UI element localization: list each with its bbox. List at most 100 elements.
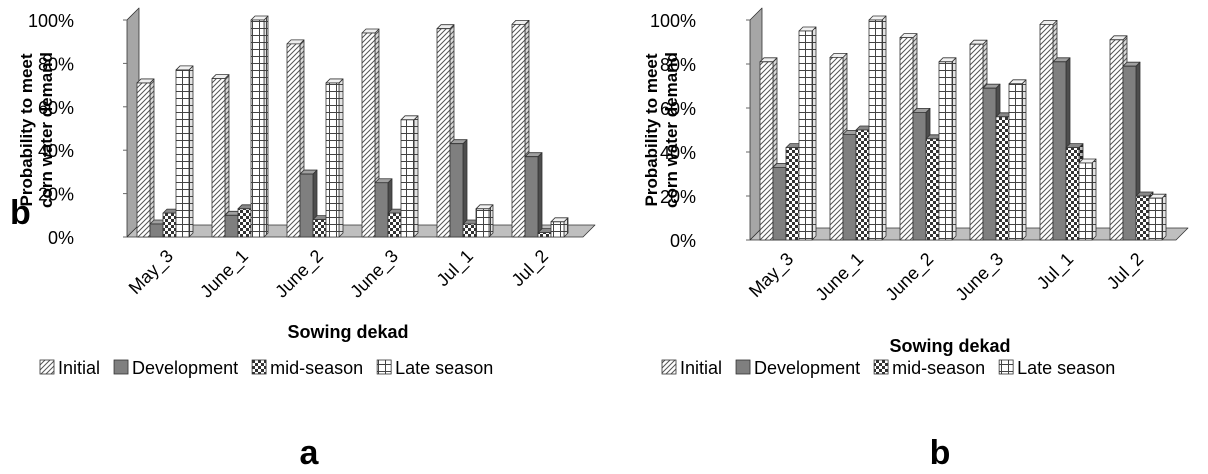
bar-side	[488, 204, 494, 238]
bar-late-season-jul_1	[1078, 158, 1097, 241]
y-tick-label: 100%	[28, 11, 74, 31]
bar-front	[537, 232, 552, 238]
bar-front	[237, 208, 252, 238]
bar-front	[1078, 162, 1093, 241]
bar-side	[413, 115, 419, 238]
x-tick-label: May_3	[125, 246, 178, 299]
y-tick-label: 40%	[660, 143, 696, 163]
legend-label: Late season	[1017, 358, 1115, 378]
bar-side	[951, 57, 957, 241]
y-tick-label: 80%	[660, 55, 696, 75]
bar-front	[400, 119, 415, 238]
legend-label: mid-season	[892, 358, 985, 378]
bar-development-june_2	[299, 169, 318, 238]
bar-front	[899, 37, 914, 241]
legend-swatch-solid	[113, 359, 129, 375]
x-tick-label: June_1	[196, 246, 253, 303]
bar-development-jul_2	[524, 152, 543, 238]
bar-front	[449, 143, 464, 238]
y-tick-label: 60%	[660, 99, 696, 119]
bar-front	[286, 43, 301, 238]
bar-front	[162, 212, 177, 238]
legend-swatch-diag	[39, 359, 55, 375]
bar-side	[1161, 193, 1167, 241]
y-tick-label: 20%	[38, 185, 74, 205]
x-axis-title: Sowing dekad	[889, 336, 1010, 356]
bar-front	[785, 147, 800, 241]
bar-front	[798, 30, 813, 241]
bar-front	[325, 82, 340, 238]
bar-front	[759, 61, 774, 241]
panel-label: b	[930, 434, 951, 469]
y-axis-title-line: corn water demand	[662, 52, 681, 208]
bar-front	[250, 19, 265, 238]
bar-front	[1008, 83, 1023, 241]
bar-front	[224, 214, 239, 238]
x-tick-label: Jul_2	[508, 246, 553, 291]
legend-label: Development	[132, 358, 238, 378]
bar-front	[1135, 195, 1150, 241]
legend-label: mid-season	[270, 358, 363, 378]
bar-front	[475, 208, 490, 238]
legend-label: Initial	[58, 358, 100, 378]
bar-front	[1039, 23, 1054, 241]
y-axis-title-line: corn water demand	[37, 52, 56, 208]
bar-front	[387, 212, 402, 238]
legend-swatch-solid	[735, 359, 751, 375]
bar-late-season-june_1	[250, 15, 269, 238]
legend-label: Development	[754, 358, 860, 378]
legend: Initial Development mid-season Late season	[39, 358, 493, 378]
y-tick-label: 0%	[48, 228, 74, 248]
legend-swatch-grid	[376, 359, 392, 375]
legend-swatch-checker	[251, 359, 267, 375]
y-axis-title: Probability to meet corn water demand	[642, 52, 681, 208]
bar-front	[511, 23, 526, 238]
x-tick-label: Jul_1	[1033, 249, 1078, 294]
overlay-letter: b	[10, 194, 31, 232]
bar-front	[938, 61, 953, 241]
bar-side	[537, 152, 543, 238]
bar-front	[912, 112, 927, 241]
y-tick-label: 60%	[38, 98, 74, 118]
bar-front	[1148, 197, 1163, 241]
bar-front	[374, 182, 389, 238]
legend-label: Late season	[395, 358, 493, 378]
bar-front	[299, 173, 314, 238]
x-tick-label: June_2	[881, 249, 938, 306]
bar-front	[969, 43, 984, 241]
bar-side	[1021, 79, 1027, 241]
bar-development-jul_1	[449, 139, 468, 238]
bar-front	[149, 223, 164, 238]
y-tick-label: 80%	[38, 54, 74, 74]
bar-front	[524, 156, 539, 238]
panel-label: a	[300, 434, 320, 469]
bar-front	[361, 32, 376, 238]
y-tick-label: 100%	[650, 11, 696, 31]
bar-side	[811, 26, 817, 241]
bar-front	[1052, 61, 1067, 241]
x-tick-label: June_2	[271, 246, 328, 303]
bar-late-season-jul_2	[1148, 193, 1167, 241]
bar-front	[842, 133, 857, 241]
legend: Initial Development mid-season Late season	[661, 358, 1115, 378]
bar-front	[175, 69, 190, 238]
bar-side	[1091, 158, 1097, 241]
bar-front	[995, 116, 1010, 241]
bar-front	[136, 82, 151, 238]
legend-swatch-diag	[661, 359, 677, 375]
chart-panel-a: 0% 20% 40% 60% 80% 100% May_3 June_1 June_2 June_…	[10, 7, 596, 472]
x-tick-label: Jul_2	[1103, 249, 1148, 294]
bar-late-season-june_2	[325, 78, 344, 238]
legend-label: Initial	[680, 358, 722, 378]
legend-swatch-checker	[873, 359, 889, 375]
bar-front	[312, 219, 327, 238]
bar-side	[188, 65, 194, 238]
bar-front	[1065, 147, 1080, 241]
bar-side	[881, 15, 887, 241]
bar-front	[550, 221, 565, 238]
x-tick-label: Jul_1	[433, 246, 478, 291]
bar-front	[855, 129, 870, 241]
bar-initial-june_1	[211, 74, 230, 238]
